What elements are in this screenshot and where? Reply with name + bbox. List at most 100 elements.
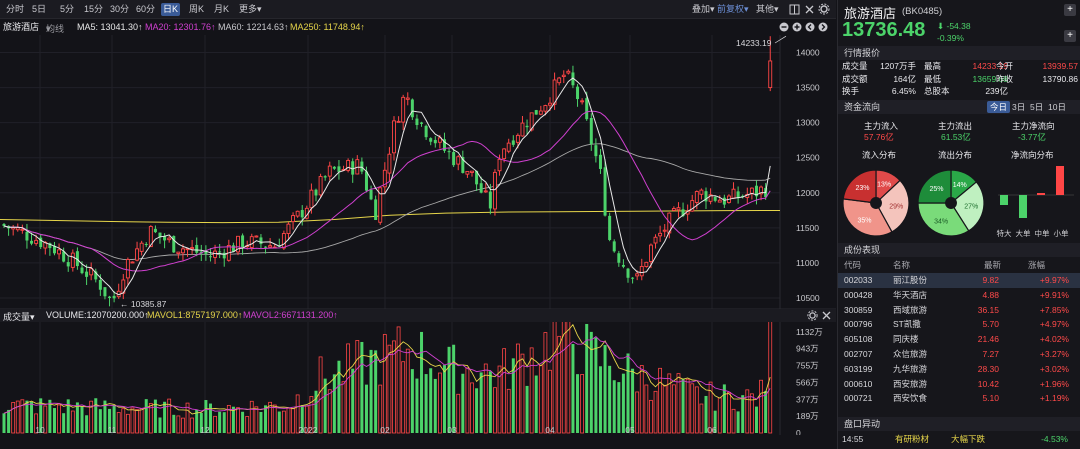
scroll-right-icon[interactable] <box>818 22 828 32</box>
volume-dropdown[interactable]: 成交量▾ <box>3 310 35 323</box>
pie-label: 27% <box>964 204 978 211</box>
tab-5min[interactable]: 5分 <box>60 4 75 14</box>
constituent-name: 九华旅游 <box>893 363 928 374</box>
tab-15min[interactable]: 15分 <box>84 4 104 14</box>
volume-bar <box>213 415 217 434</box>
constituent-name: 西域旅游 <box>893 304 928 315</box>
chevron-down-icon: ▾ <box>710 4 715 14</box>
add-button[interactable]: + <box>1064 4 1076 16</box>
tab-30min[interactable]: 30分 <box>110 4 130 14</box>
volume-bar <box>396 326 401 434</box>
adjust-dropdown[interactable]: 前复权▾ <box>717 3 749 16</box>
candle-body <box>135 248 140 261</box>
volume-bar <box>341 381 346 434</box>
candle-body <box>254 235 259 238</box>
price-tick: 10500 <box>796 293 820 303</box>
constituent-row[interactable]: 000721 西安饮食 5.10 +1.19% <box>838 391 1080 406</box>
candle-body <box>580 100 585 103</box>
volume-bar <box>295 394 300 434</box>
candle-body <box>374 199 378 220</box>
add-watchlist-button[interactable]: + <box>1064 30 1076 42</box>
other-dropdown[interactable]: 其他▾ <box>756 3 779 16</box>
candle-body <box>639 266 644 277</box>
kline-chart[interactable]: 14000 13500 13000 12500 12000 11500 11000 10500… <box>0 35 836 435</box>
volume-bar <box>658 367 663 434</box>
candle-body <box>534 110 538 115</box>
quote-label: 总股本 <box>924 86 950 96</box>
range-3day[interactable]: 3日 <box>1012 102 1026 112</box>
volume-bar <box>520 353 525 434</box>
constituent-row[interactable]: 605108 同庆楼 21.46 +4.02% <box>838 332 1080 347</box>
mavol-path <box>3 336 771 414</box>
candle-body <box>662 229 667 232</box>
gear-icon[interactable] <box>818 3 830 15</box>
candle-body <box>626 268 630 278</box>
tab-weekly-k[interactable]: 周K <box>189 4 205 14</box>
zoom-in-icon[interactable] <box>792 22 802 32</box>
zoom-out-icon[interactable] <box>779 22 789 32</box>
volume-bar <box>594 337 598 433</box>
volume-bar <box>644 384 649 434</box>
constituent-row[interactable]: 300859 西域旅游 36.15 +7.85% <box>838 303 1080 318</box>
volume-bar <box>764 391 768 433</box>
constituent-row[interactable]: 000796 ST凯撒 5.70 +4.97% <box>838 317 1080 332</box>
constituent-code: 000428 <box>844 289 873 300</box>
abnormal-row[interactable]: 14:55 有研粉材 大幅下跌 -4.53% <box>838 432 1080 447</box>
constituent-price: 9.82 <box>982 275 999 285</box>
outflow-dist-title: 流出分布 <box>938 150 973 160</box>
volume-bar <box>736 411 740 433</box>
constituent-price: 5.10 <box>982 393 999 404</box>
constituent-row[interactable]: 000428 华天酒店 4.88 +9.91% <box>838 288 1080 303</box>
abnormal-type: 大幅下跌 <box>951 434 986 444</box>
constituent-row[interactable]: 002033 丽江股份 9.82 +9.97% <box>838 273 1080 288</box>
layout-icon[interactable] <box>789 4 800 15</box>
candle-body <box>62 251 66 262</box>
low-price-label: ← 10385.87 <box>120 299 167 309</box>
close-icon[interactable] <box>821 310 832 321</box>
range-10day[interactable]: 10日 <box>1048 102 1066 112</box>
close-icon[interactable] <box>804 4 815 15</box>
pie-label: 13% <box>877 182 891 189</box>
volume-bar <box>465 367 470 434</box>
constituent-row[interactable]: 603199 九华旅游 28.30 +3.02% <box>838 362 1080 377</box>
gear-icon[interactable] <box>807 310 818 321</box>
tab-minute[interactable]: 分时 <box>6 4 25 14</box>
ma-path <box>3 77 771 296</box>
volume-bar <box>176 415 181 434</box>
volume-bar <box>685 378 690 434</box>
constituent-price: 4.88 <box>982 289 999 300</box>
candle-body <box>566 70 571 74</box>
constituent-row[interactable]: 000610 西安旅游 10.42 +1.96% <box>838 377 1080 392</box>
date-tick: 04 <box>545 425 555 435</box>
tab-monthly-k[interactable]: 月K <box>214 4 230 14</box>
scroll-left-icon[interactable] <box>805 22 815 32</box>
quote-label: 换手 <box>842 86 860 96</box>
volume-bar <box>190 417 195 434</box>
last-price: 13736.48 <box>842 19 926 41</box>
net-dist-title: 净流向分布 <box>1011 150 1054 160</box>
tab-more[interactable]: 更多▾ <box>237 3 264 16</box>
volume-bar <box>483 363 488 434</box>
tab-daily-k[interactable]: 日K <box>161 3 181 16</box>
volume-bar <box>561 310 566 434</box>
constituent-row[interactable]: 002707 众信旅游 7.27 +3.27% <box>838 347 1080 362</box>
price-tick: 12000 <box>796 188 820 198</box>
volume-bar <box>314 390 318 433</box>
tab-60min[interactable]: 60分 <box>136 4 156 14</box>
avg-line-label: 均线 <box>46 24 65 34</box>
overlay-dropdown[interactable]: 叠加▾ <box>692 3 715 16</box>
volume-bar <box>415 378 419 433</box>
net-bar-label: 小单 <box>1054 228 1070 238</box>
range-5day[interactable]: 5日 <box>1030 102 1044 112</box>
candle-body <box>314 189 318 196</box>
volume-bar <box>479 372 483 433</box>
volume-bar <box>11 402 16 434</box>
candle-body <box>552 79 557 105</box>
volume-bar <box>745 389 750 434</box>
range-today[interactable]: 今日 <box>987 101 1011 113</box>
tab-5day[interactable]: 5日 <box>32 4 47 14</box>
volume-bar <box>309 396 314 434</box>
candle-body <box>447 151 451 153</box>
abnormal-title: 盘口异动 <box>838 417 1080 431</box>
constituent-pct: +1.19% <box>1039 393 1069 404</box>
